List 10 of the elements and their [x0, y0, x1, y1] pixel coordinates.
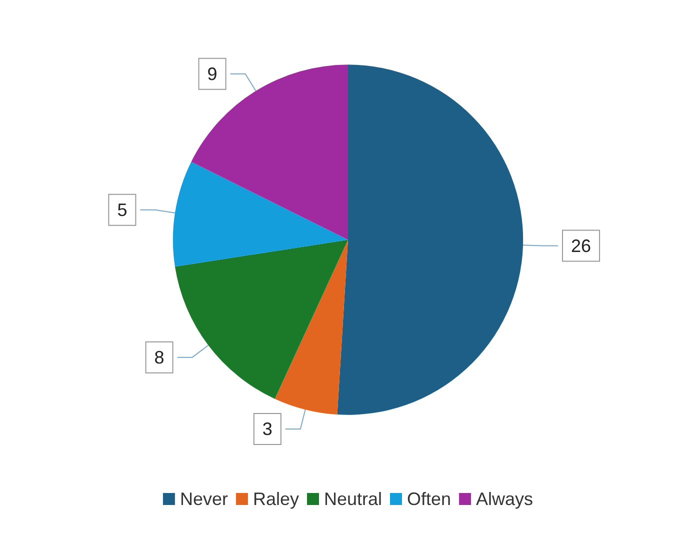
- data-label: 9: [207, 64, 218, 84]
- data-label: 5: [117, 200, 128, 220]
- legend-label: Never: [180, 489, 228, 509]
- legend-label: Always: [476, 489, 534, 509]
- legend-label: Neutral: [324, 489, 382, 509]
- legend-label: Raley: [252, 489, 299, 509]
- data-label: 26: [571, 236, 592, 256]
- data-label: 3: [262, 418, 272, 439]
- legend-label: Often: [407, 489, 452, 509]
- data-label: 8: [154, 347, 164, 368]
